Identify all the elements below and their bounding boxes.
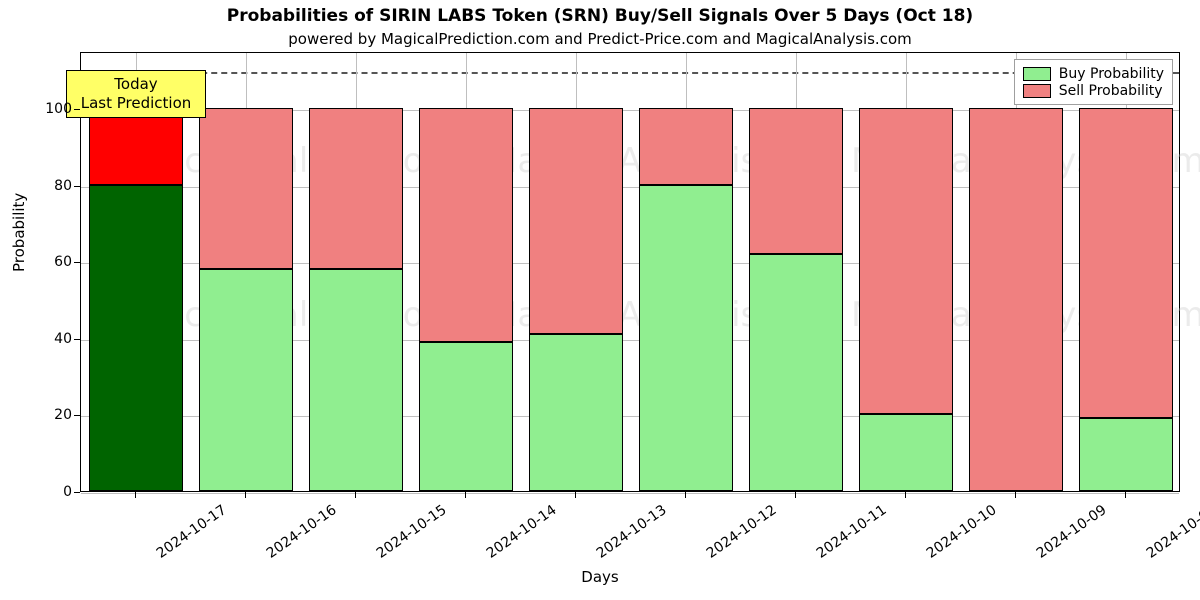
ytick-mark bbox=[74, 186, 80, 187]
legend-row-sell: Sell Probability bbox=[1023, 83, 1164, 99]
watermark-text: MagicalAnalysis.com bbox=[851, 141, 1200, 181]
xtick-mark bbox=[355, 492, 356, 498]
horizontal-gridlines bbox=[81, 53, 1179, 491]
gridline-x bbox=[1016, 53, 1017, 491]
bar-sell bbox=[529, 108, 624, 334]
xtick-label: 2024-10-16 bbox=[264, 502, 340, 562]
ytick-mark bbox=[74, 492, 80, 493]
xtick-mark bbox=[1015, 492, 1016, 498]
xtick-mark bbox=[135, 492, 136, 498]
xtick-label: 2024-10-10 bbox=[924, 502, 1000, 562]
ytick-label: 0 bbox=[12, 484, 72, 500]
gridline-x bbox=[136, 53, 137, 491]
bar-buy bbox=[749, 254, 844, 491]
xtick-label: 2024-10-13 bbox=[594, 502, 670, 562]
bar-sell bbox=[309, 108, 404, 269]
gridline-x bbox=[686, 53, 687, 491]
bar-buy bbox=[419, 342, 514, 491]
bar-sell bbox=[1079, 108, 1174, 418]
legend-row-buy: Buy Probability bbox=[1023, 66, 1164, 82]
legend-swatch-buy bbox=[1023, 67, 1051, 81]
ytick-label: 100 bbox=[12, 101, 72, 117]
xtick-label: 2024-10-12 bbox=[704, 502, 780, 562]
plot-area: MagicalAnalysis.com MagicalAnalysis.com Ma… bbox=[80, 52, 1180, 492]
ytick-mark bbox=[74, 262, 80, 263]
bar-buy bbox=[309, 269, 404, 491]
gridline-y bbox=[81, 416, 1179, 417]
gridline-y bbox=[81, 187, 1179, 188]
xtick-mark bbox=[1125, 492, 1126, 498]
gridline-x bbox=[246, 53, 247, 491]
ytick-mark bbox=[74, 415, 80, 416]
ytick-label: 80 bbox=[12, 178, 72, 194]
xtick-mark bbox=[575, 492, 576, 498]
gridline-x bbox=[906, 53, 907, 491]
annotation-line1: Today bbox=[77, 75, 195, 94]
xtick-label: 2024-10-15 bbox=[374, 502, 450, 562]
xtick-mark bbox=[905, 492, 906, 498]
ytick-label: 20 bbox=[12, 407, 72, 423]
watermark-text: MagicalAnalysis.com bbox=[851, 295, 1200, 335]
xtick-label: 2024-10-14 bbox=[484, 502, 560, 562]
gridline-y bbox=[81, 263, 1179, 264]
bar-sell bbox=[89, 108, 184, 185]
chart-subtitle: powered by MagicalPrediction.com and Pre… bbox=[0, 30, 1200, 48]
ytick-mark bbox=[74, 339, 80, 340]
bar-buy bbox=[529, 334, 624, 491]
bar-sell bbox=[419, 108, 514, 341]
bar-buy bbox=[859, 414, 954, 491]
gridline-x bbox=[1126, 53, 1127, 491]
bar-sell bbox=[749, 108, 844, 253]
ytick-label: 40 bbox=[12, 331, 72, 347]
bar-buy bbox=[199, 269, 294, 491]
xtick-mark bbox=[795, 492, 796, 498]
legend-swatch-sell bbox=[1023, 84, 1051, 98]
bar-sell bbox=[859, 108, 954, 414]
legend-label-buy: Buy Probability bbox=[1059, 66, 1164, 82]
watermark-text: MagicalAnalysis.com bbox=[488, 295, 842, 335]
gridline-y bbox=[81, 110, 1179, 111]
watermark-text: MagicalAnalysis.com bbox=[103, 141, 457, 181]
chart-title: Probabilities of SIRIN LABS Token (SRN) … bbox=[0, 6, 1200, 26]
bars-layer bbox=[81, 53, 1179, 491]
gridline-y bbox=[81, 340, 1179, 341]
xtick-label: 2024-10-09 bbox=[1034, 502, 1110, 562]
legend-label-sell: Sell Probability bbox=[1059, 83, 1163, 99]
ytick-mark bbox=[74, 109, 80, 110]
watermark-text: MagicalAnalysis.com bbox=[488, 141, 842, 181]
bar-sell bbox=[969, 108, 1064, 491]
bar-buy bbox=[1079, 418, 1174, 491]
bar-buy bbox=[639, 185, 734, 491]
xtick-label: 2024-10-17 bbox=[154, 502, 230, 562]
bar-buy bbox=[89, 185, 184, 491]
annotation-line2: Last Prediction bbox=[77, 94, 195, 113]
gridline-x bbox=[356, 53, 357, 491]
bar-sell bbox=[199, 108, 294, 269]
xtick-mark bbox=[465, 492, 466, 498]
vertical-gridlines bbox=[81, 53, 1179, 491]
legend: Buy Probability Sell Probability bbox=[1014, 59, 1173, 105]
xtick-mark bbox=[685, 492, 686, 498]
today-annotation: Today Last Prediction bbox=[66, 70, 206, 118]
xtick-label: 2024-10-11 bbox=[814, 502, 890, 562]
bar-sell bbox=[639, 108, 734, 185]
watermark-text: MagicalAnalysis.com bbox=[103, 295, 457, 335]
gridline-x bbox=[576, 53, 577, 491]
gridline-x bbox=[466, 53, 467, 491]
xtick-mark bbox=[245, 492, 246, 498]
gridline-x bbox=[796, 53, 797, 491]
x-axis-title: Days bbox=[0, 568, 1200, 586]
y-axis-title: Probability bbox=[10, 193, 28, 272]
xtick-label: 2024-10-08 bbox=[1144, 502, 1200, 562]
